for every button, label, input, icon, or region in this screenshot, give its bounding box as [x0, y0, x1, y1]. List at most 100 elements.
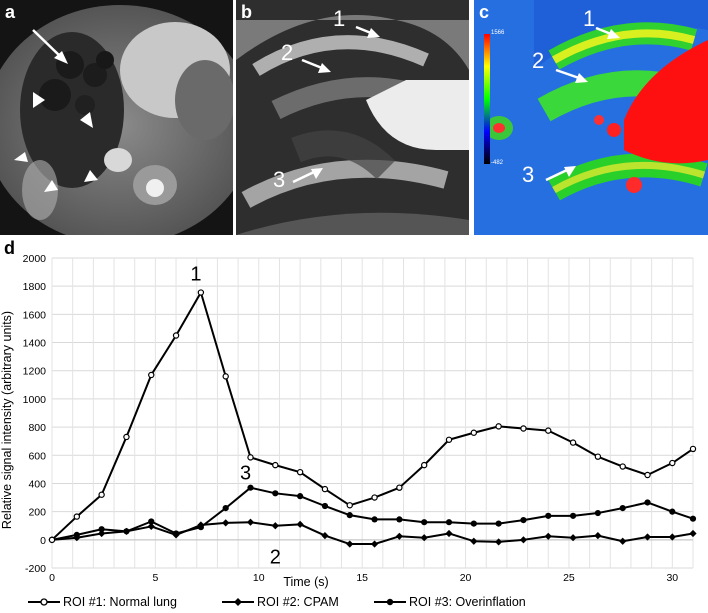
data-point [495, 520, 502, 527]
data-point [346, 502, 353, 509]
data-point [420, 461, 428, 469]
data-point [297, 493, 304, 500]
data-point [371, 516, 378, 523]
arrowhead-icon [84, 170, 98, 182]
x-tick-label: 30 [666, 572, 678, 584]
arrowhead-icon [80, 112, 93, 128]
x-tick-label: 25 [563, 572, 575, 584]
data-point [222, 373, 229, 380]
chart-legend: ROI #1: Normal lung ROI #2: CPAM ROI #3:… [0, 593, 708, 613]
data-point [544, 532, 552, 540]
panel-d: d -200 0 200 400 600 800 1000 1200 1400 1600 1800 2… [0, 238, 708, 613]
data-point [643, 533, 652, 541]
data-point [271, 522, 279, 530]
curve-label: 1 [190, 264, 201, 286]
data-point [421, 519, 428, 526]
panel-b: b 1 2 3 [236, 0, 469, 235]
arrow-icon [555, 68, 588, 83]
panel-c-arrow-label-3: 3 [522, 162, 535, 187]
data-point [396, 484, 403, 491]
panel-label-c: c [479, 2, 490, 22]
panel-b-arrow-label-3: 3 [273, 167, 286, 192]
legend-label: ROI #1: Normal lung [63, 595, 177, 609]
data-point [644, 499, 651, 506]
data-point [689, 515, 697, 522]
panel-c-arrow-label-2: 2 [532, 48, 545, 73]
data-point [445, 529, 453, 538]
data-point [520, 425, 527, 432]
colorbar-max-label: 1566 [491, 30, 505, 36]
y-tick-label: -200 [25, 563, 46, 575]
panel-label-d: d [4, 238, 15, 258]
data-point [148, 518, 155, 525]
data-point [272, 490, 279, 497]
arrow-icon [292, 168, 323, 184]
x-tick-label: 15 [356, 572, 368, 584]
data-point [445, 436, 453, 443]
annotation-layer: 1 2 3 [190, 264, 281, 569]
y-axis-title: Relative signal intensity (arbitrary uni… [0, 311, 14, 529]
data-point [147, 522, 155, 531]
data-point [569, 439, 577, 446]
data-point [321, 485, 329, 493]
legend-item-overinflation: ROI #3: Overinflation [374, 595, 526, 609]
data-point [48, 536, 56, 544]
arrowhead-icon [14, 152, 28, 162]
y-tick-label: 800 [28, 422, 46, 434]
data-point [594, 453, 602, 460]
data-point [247, 454, 254, 461]
panel-a-annotations [0, 0, 233, 235]
data-point [148, 371, 155, 379]
panel-a: a [0, 0, 233, 235]
data-point [495, 423, 502, 430]
arrowhead-icon [33, 92, 45, 108]
filled-circle-marker-icon [374, 598, 406, 606]
data-point [594, 509, 601, 517]
y-tick-label: 600 [28, 450, 46, 462]
data-point [445, 519, 453, 526]
data-point [222, 505, 229, 512]
data-point [569, 512, 577, 519]
arrow-icon [32, 29, 68, 64]
curve-label: 3 [240, 463, 251, 485]
panel-b-arrow-label-2: 2 [281, 40, 294, 65]
legend-label: ROI #3: Overinflation [409, 595, 526, 609]
data-point [346, 540, 354, 548]
data-point [669, 459, 676, 467]
data-point [172, 531, 180, 539]
data-point [594, 531, 602, 540]
arrowhead-icon [44, 180, 58, 192]
data-point [197, 521, 205, 529]
panel-b-arrow-label-1: 1 [333, 6, 346, 31]
arrow-icon [301, 58, 331, 73]
data-point [98, 529, 106, 538]
data-point [470, 537, 478, 545]
data-point [545, 427, 552, 434]
legend-item-cpam: ROI #2: CPAM [222, 595, 339, 609]
data-point [619, 537, 627, 545]
data-point [689, 529, 697, 538]
data-point [619, 463, 626, 470]
diamond-marker-icon [222, 598, 254, 606]
data-point [495, 538, 503, 546]
data-point [669, 508, 676, 515]
panel-c-annotations [474, 0, 708, 235]
curve-label: 2 [270, 547, 281, 569]
data-point [321, 502, 329, 510]
line-chart: -200020040060080010001200140016001800200… [0, 253, 697, 589]
legend-item-normal-lung: ROI #1: Normal lung [28, 595, 177, 609]
panel-label-a: a [5, 2, 16, 22]
data-point [569, 534, 577, 542]
series-line-1 [51, 291, 694, 541]
data-point [395, 532, 403, 540]
data-point [371, 494, 378, 501]
data-point [172, 332, 180, 339]
data-point [370, 540, 379, 548]
panel-c-arrow-label-1: 1 [583, 6, 596, 31]
arrow-icon [545, 166, 576, 182]
data-point [197, 289, 205, 296]
panel-label-b: b [241, 2, 252, 22]
axis-layer: -200020040060080010001200140016001800200… [23, 253, 693, 584]
data-point [98, 491, 105, 498]
y-tick-label: 200 [28, 507, 46, 519]
